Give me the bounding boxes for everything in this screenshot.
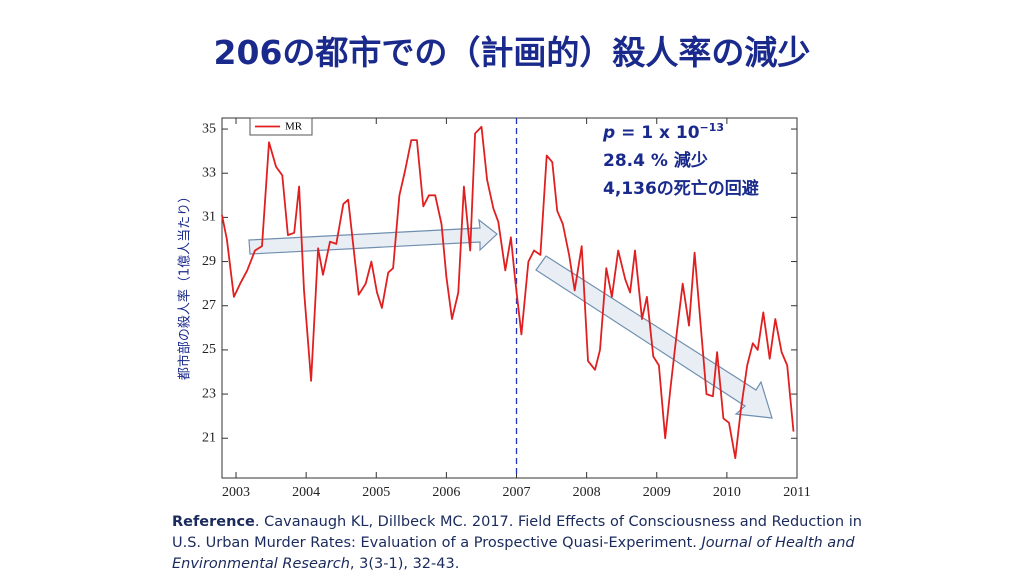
legend-label: MR (285, 121, 303, 133)
annotation-line: 4,136の死亡の回避 (603, 178, 759, 199)
y-tick-label: 33 (202, 165, 216, 180)
x-tick-label: 2008 (573, 485, 601, 500)
x-tick-label: 2009 (643, 485, 671, 500)
y-tick-label: 29 (202, 254, 216, 269)
exponent: −13 (700, 121, 725, 134)
x-tick-label: 2011 (783, 485, 810, 500)
x-tick-label: 2010 (713, 485, 741, 500)
y-tick-label: 35 (202, 121, 216, 136)
x-tick-label: 2007 (503, 485, 531, 500)
chart: 都市部の殺人率（1億人当たり） 21 23 25 27 29 31 33 35 2003 2004… (177, 117, 811, 500)
y-axis-label: 都市部の殺人率（1億人当たり） (177, 190, 193, 380)
x-tick-label: 2003 (222, 485, 250, 500)
p-symbol: p (602, 123, 615, 143)
reference-journal: Journal of Health and Environmental Rese… (172, 535, 855, 572)
y-tick-label: 25 (202, 342, 216, 357)
plot-frame (221, 117, 798, 479)
reference-label: Reference (172, 514, 255, 530)
arrow (248, 218, 498, 255)
arrow (535, 255, 773, 419)
x-tick-label: 2006 (432, 485, 460, 500)
legend-box (249, 117, 313, 136)
annotation-line: p = 1 x 10−13 (602, 121, 724, 143)
x-tick-label: 2005 (362, 485, 390, 500)
y-tick-label: 23 (202, 386, 216, 401)
p-value: = 1 x 10 (615, 123, 700, 143)
line-series (221, 125, 795, 459)
reference-text: . Cavanaugh KL, Dillbeck MC. 2017. Field… (172, 514, 862, 551)
y-tick-label: 31 (202, 210, 216, 225)
x-tick-label: 2004 (292, 485, 320, 500)
annotation-line: 28.4 % 減少 (603, 150, 708, 171)
reference: Reference. Cavanaugh KL, Dillbeck MC. 20… (172, 512, 862, 575)
y-tick-label: 21 (202, 430, 216, 445)
y-tick-label: 27 (202, 298, 216, 313)
slide-title: 206の都市での（計画的）殺人率の減少 (213, 33, 811, 72)
reference-citation: , 3(3-1), 32-43. (349, 556, 460, 572)
